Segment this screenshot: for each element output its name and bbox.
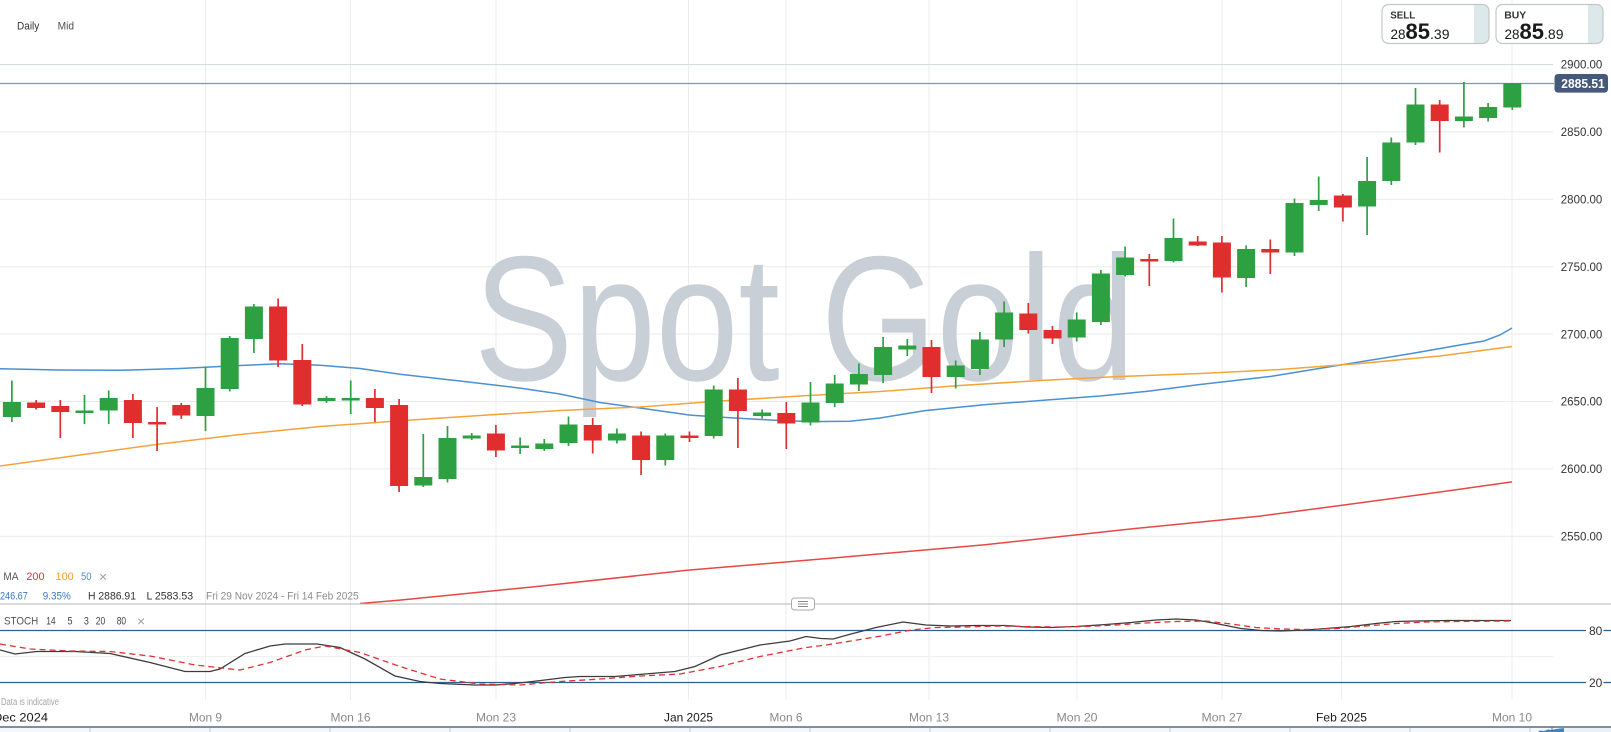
- svg-text:MA: MA: [3, 571, 19, 583]
- svg-text:Mon 27: Mon 27: [1202, 711, 1243, 725]
- svg-text:Mon 13: Mon 13: [909, 711, 949, 725]
- svg-text:2800.00: 2800.00: [1561, 193, 1603, 207]
- svg-text:Mon 10: Mon 10: [1492, 711, 1532, 725]
- svg-text:2600.00: 2600.00: [1561, 462, 1603, 476]
- svg-text:80: 80: [117, 615, 126, 627]
- svg-text:100: 100: [56, 571, 74, 583]
- svg-text:2750.00: 2750.00: [1561, 260, 1603, 274]
- svg-text:80: 80: [1589, 624, 1603, 638]
- svg-text:3: 3: [84, 615, 89, 627]
- svg-text:2650.00: 2650.00: [1561, 395, 1603, 409]
- svg-text:2850.00: 2850.00: [1561, 125, 1603, 139]
- svg-text:×: ×: [99, 569, 107, 585]
- svg-text:×: ×: [137, 613, 145, 629]
- svg-text:L 2583.53: L 2583.53: [147, 591, 194, 603]
- svg-text:BUY: BUY: [1504, 10, 1526, 22]
- svg-text:2700.00: 2700.00: [1561, 327, 1603, 341]
- svg-text:Fri 29 Nov 2024 - Fri 14 Feb 2: Fri 29 Nov 2024 - Fri 14 Feb 2025: [206, 591, 359, 603]
- svg-text:2900.00: 2900.00: [1561, 58, 1603, 72]
- svg-text:14: 14: [46, 615, 55, 627]
- svg-text:Mon 6: Mon 6: [770, 711, 803, 725]
- svg-text:5: 5: [68, 615, 73, 627]
- svg-text:Mon 16: Mon 16: [331, 711, 371, 725]
- svg-text:H 2886.91: H 2886.91: [88, 591, 136, 603]
- svg-text:Feb 2025: Feb 2025: [1316, 711, 1367, 725]
- svg-text:Mid: Mid: [58, 21, 74, 33]
- svg-text:Daily: Daily: [17, 21, 40, 33]
- svg-text:246.67: 246.67: [0, 591, 28, 603]
- svg-text:Mon 23: Mon 23: [476, 711, 516, 725]
- svg-text:SELL: SELL: [1390, 10, 1416, 22]
- svg-text:20: 20: [1589, 676, 1603, 690]
- svg-text:Mon 9: Mon 9: [189, 711, 222, 725]
- svg-text:Data is indicative: Data is indicative: [1, 697, 59, 708]
- svg-text:STOCH: STOCH: [4, 615, 38, 627]
- svg-text:9.35%: 9.35%: [43, 591, 71, 603]
- svg-text:2885.51: 2885.51: [1561, 77, 1605, 91]
- svg-text:Mon 20: Mon 20: [1057, 711, 1098, 725]
- svg-text:20: 20: [96, 615, 106, 627]
- svg-text:Jan 2025: Jan 2025: [664, 711, 713, 725]
- svg-text:200: 200: [26, 571, 44, 583]
- svg-text:Dec 2024: Dec 2024: [0, 711, 48, 725]
- svg-text:50: 50: [81, 571, 92, 583]
- svg-text:2550.00: 2550.00: [1561, 530, 1603, 544]
